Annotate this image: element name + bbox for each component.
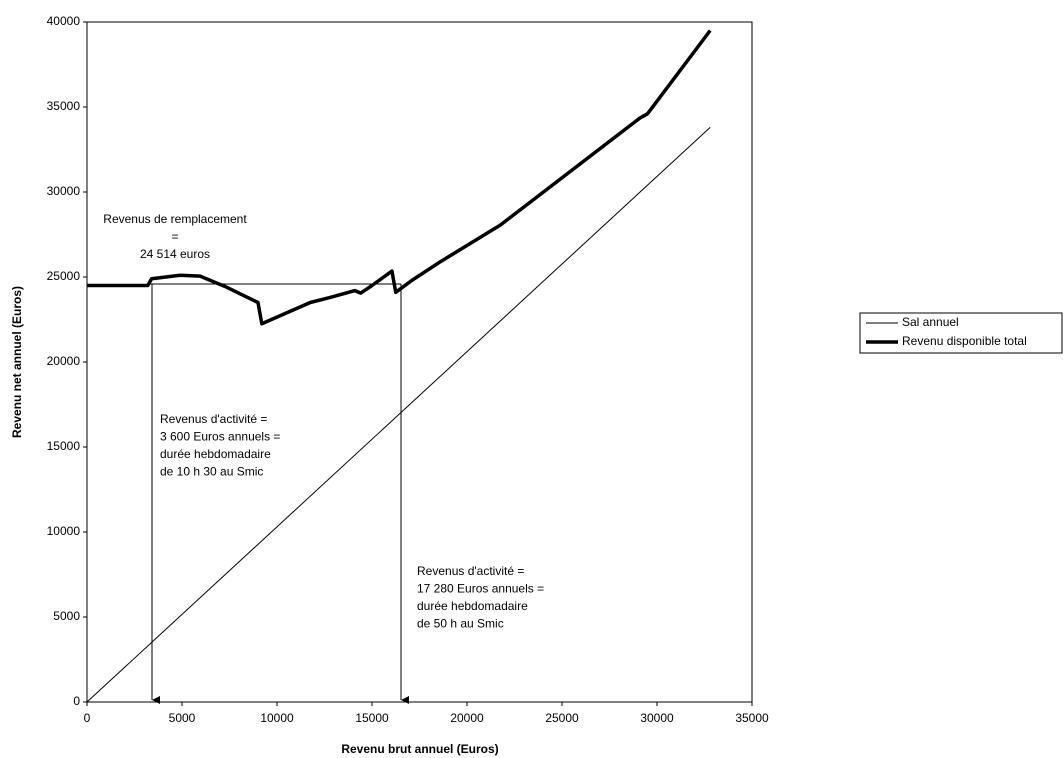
y-tick-label: 35000 <box>47 99 81 113</box>
x-axis-label: Revenu brut annuel (Euros) <box>341 742 498 756</box>
y-tick-label: 25000 <box>47 269 81 283</box>
y-tick-label: 30000 <box>47 184 81 198</box>
legend-box <box>859 312 1063 354</box>
y-axis-label: Revenu net annuel (Euros) <box>10 286 24 438</box>
y-tick-label: 20000 <box>47 354 81 368</box>
x-tick-label: 15000 <box>355 711 389 725</box>
annotation-text: Revenus de remplacement <box>103 212 247 226</box>
x-tick-label: 35000 <box>735 711 769 725</box>
y-tick-label: 0 <box>73 694 80 708</box>
annotation-text: de 50 h au Smic <box>417 617 504 631</box>
x-tick-label: 25000 <box>545 711 579 725</box>
annotation-text: durée hebdomadaire <box>160 447 271 461</box>
y-tick-label: 40000 <box>47 14 81 28</box>
annotation-text: 17 280 Euros annuels = <box>417 582 544 596</box>
y-tick-label: 10000 <box>47 524 81 538</box>
legend-label: Sal annuel <box>902 315 959 329</box>
x-tick-label: 30000 <box>640 711 674 725</box>
y-tick-label: 5000 <box>53 609 80 623</box>
annotation-text: de 10 h 30 au Smic <box>160 465 263 479</box>
legend-label: Revenu disponible total <box>902 334 1027 348</box>
series-line <box>86 127 711 703</box>
annotation-text: = <box>171 230 178 244</box>
annotation-text: Revenus d'activité = <box>160 412 267 426</box>
y-tick-label: 15000 <box>47 439 81 453</box>
x-tick-label: 10000 <box>260 711 294 725</box>
annotation-text: Revenus d'activité = <box>417 564 524 578</box>
annotation-text: 3 600 Euros annuels = <box>160 430 280 444</box>
x-tick-label: 0 <box>84 711 91 725</box>
annotation-text: 24 514 euros <box>140 247 210 261</box>
series-line <box>87 29 712 326</box>
x-tick-label: 20000 <box>450 711 484 725</box>
x-tick-label: 5000 <box>169 711 196 725</box>
annotation-text: durée hebdomadaire <box>417 599 528 613</box>
